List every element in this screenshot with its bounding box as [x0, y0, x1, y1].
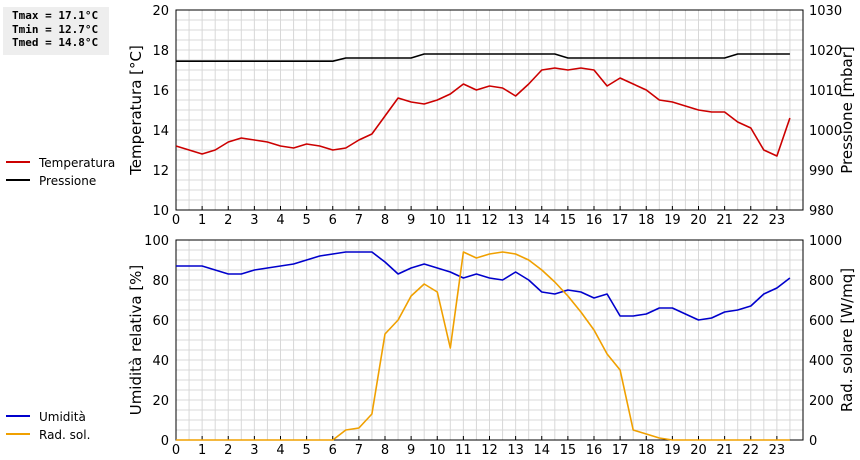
x-tick-label: 6	[329, 213, 337, 228]
y-tick-label: 20	[152, 4, 169, 19]
x-tick-label: 1	[198, 213, 206, 228]
tmax-text: Tmax = 17.1°C	[12, 9, 99, 22]
x-tick-label: 16	[586, 443, 603, 458]
y-tick-label: 0	[161, 434, 169, 449]
y-tick-label: 40	[152, 354, 169, 369]
x-tick-label: 12	[481, 213, 498, 228]
y2-tick-label: 1000	[809, 124, 842, 139]
x-tick-label: 17	[612, 213, 629, 228]
y2-tick-label: 800	[809, 274, 834, 289]
y-axis-label: Temperatura [°C]	[127, 45, 145, 176]
series-line-2	[176, 251, 790, 441]
x-tick-label: 13	[507, 443, 524, 458]
x-tick-label: 7	[355, 213, 363, 228]
series-line-1	[176, 251, 791, 321]
x-tick-label: 23	[769, 213, 786, 228]
humidity-radiation-chart: 0 1 2 3 4 5 6 7 8 9 10 11 12 13 14 15 16 17 18 19 20 21 22 2302…	[6, 234, 856, 458]
y-axis-label: Umidità relativa [%]	[127, 265, 145, 416]
x-tick-label: 11	[455, 213, 472, 228]
x-tick-label: 2	[224, 213, 232, 228]
y2-tick-label: 1000	[809, 234, 842, 249]
x-tick-label: 15	[560, 443, 577, 458]
y2-tick-label: 400	[809, 354, 834, 369]
y-tick-label: 100	[144, 234, 169, 249]
x-tick-label: 12	[481, 443, 498, 458]
legend-label: Temperatura	[38, 156, 115, 170]
x-tick-label: 8	[381, 443, 389, 458]
x-tick-label: 21	[716, 443, 733, 458]
y2-tick-label: 200	[809, 394, 834, 409]
x-tick-label: 14	[533, 213, 550, 228]
legend-label: Rad. sol.	[39, 428, 90, 442]
y2-tick-label: 600	[809, 314, 834, 329]
x-tick-label: 3	[250, 443, 258, 458]
y-tick-label: 80	[152, 274, 169, 289]
y-tick-label: 60	[152, 314, 169, 329]
x-tick-label: 19	[664, 213, 681, 228]
x-tick-label: 5	[302, 213, 310, 228]
tmed-text: Tmed = 14.8°C	[12, 36, 99, 49]
x-tick-label: 13	[507, 213, 524, 228]
x-tick-label: 7	[355, 443, 363, 458]
y2-tick-label: 0	[809, 434, 817, 449]
tmin-text: Tmin = 12.7°C	[12, 22, 99, 36]
x-tick-label: 20	[690, 443, 707, 458]
x-tick-label: 3	[250, 213, 258, 228]
x-tick-label: 4	[276, 443, 284, 458]
y-tick-label: 12	[152, 164, 169, 179]
x-tick-label: 23	[769, 443, 786, 458]
legend-label: Pressione	[39, 174, 96, 188]
y2-tick-label: 990	[809, 164, 834, 179]
x-tick-label: 0	[172, 213, 180, 228]
x-tick-label: 18	[638, 213, 655, 228]
temperature-pressure-chart: 0 1 2 3 4 5 6 7 8 9 10 11 12 13 14 15 16 17 18 19 20 21 22 2310…	[6, 4, 856, 228]
y2-axis-label: Pressione [mbar]	[838, 46, 856, 174]
x-tick-label: 19	[664, 443, 681, 458]
y-tick-label: 16	[152, 84, 169, 99]
x-tick-label: 9	[407, 443, 415, 458]
x-tick-label: 5	[302, 443, 310, 458]
x-tick-label: 16	[586, 213, 603, 228]
x-tick-label: 10	[429, 443, 446, 458]
stats-box: Tmax = 17.1°C Tmin = 12.7°C Tmed = 14.8°…	[3, 7, 109, 55]
y-tick-label: 18	[152, 44, 169, 59]
y2-axis-label: Rad. solare [W/mq]	[838, 268, 856, 412]
x-tick-label: 17	[612, 443, 629, 458]
x-tick-label: 18	[638, 443, 655, 458]
y2-tick-label: 980	[809, 204, 834, 219]
series-line-1	[175, 67, 791, 157]
x-tick-label: 1	[198, 443, 206, 458]
x-tick-label: 9	[407, 213, 415, 228]
y2-tick-label: 1010	[809, 84, 842, 99]
x-tick-label: 4	[276, 213, 284, 228]
x-tick-label: 2	[224, 443, 232, 458]
x-tick-label: 22	[742, 443, 759, 458]
x-tick-label: 0	[172, 443, 180, 458]
series-line-2	[176, 53, 790, 63]
x-tick-label: 22	[742, 213, 759, 228]
x-tick-label: 14	[533, 443, 550, 458]
x-tick-label: 20	[690, 213, 707, 228]
y2-tick-label: 1030	[809, 4, 842, 19]
x-tick-label: 21	[716, 213, 733, 228]
x-tick-label: 6	[329, 443, 337, 458]
y-tick-label: 10	[152, 204, 169, 219]
y2-tick-label: 1020	[809, 44, 842, 59]
x-tick-label: 8	[381, 213, 389, 228]
y-tick-label: 20	[152, 394, 169, 409]
x-tick-label: 11	[455, 443, 472, 458]
legend-label: Umidità	[39, 410, 86, 424]
x-tick-label: 15	[560, 213, 577, 228]
x-tick-label: 10	[429, 213, 446, 228]
y-tick-label: 14	[152, 124, 169, 139]
